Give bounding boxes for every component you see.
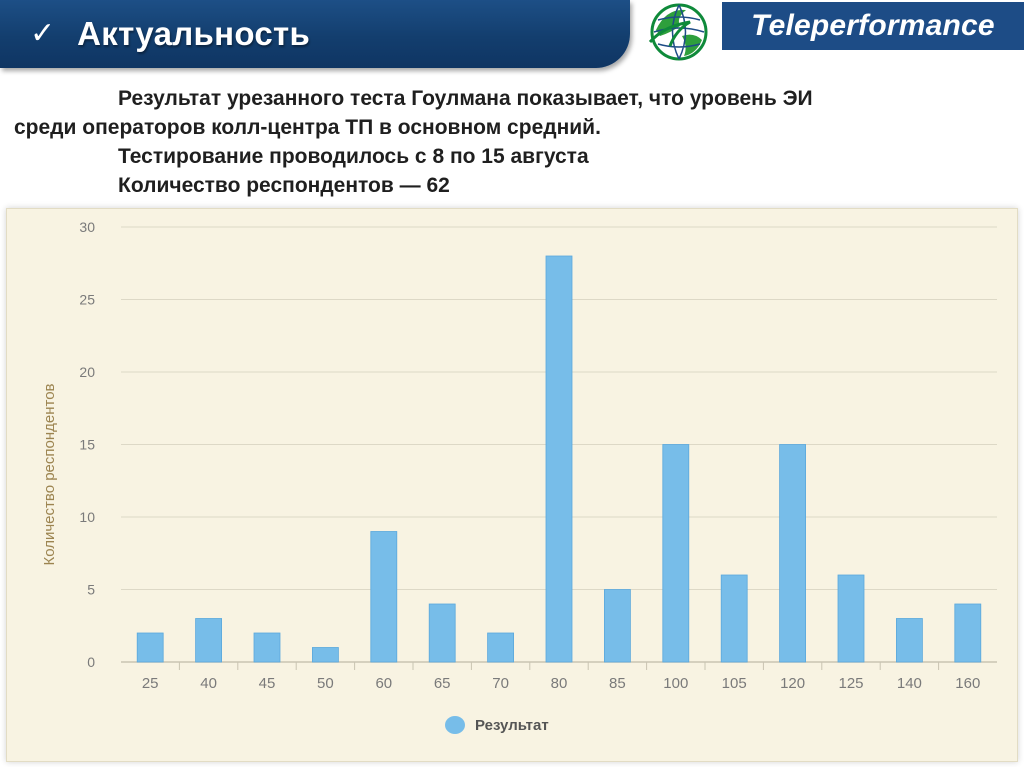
intro-line-4: Количество респондентов — 62	[118, 174, 450, 197]
bar-50	[311, 647, 339, 663]
bar-105	[720, 574, 748, 663]
x-tick-label: 160	[955, 675, 980, 692]
x-tick-label: 105	[722, 675, 747, 692]
checkmark-icon: ✓	[30, 16, 56, 51]
intro-text: Результат урезанного теста Гоулмана пока…	[14, 84, 1014, 200]
bar-40	[195, 618, 223, 663]
x-tick-label: 65	[434, 675, 451, 692]
y-tick-label: 20	[79, 364, 95, 380]
x-tick-label: 120	[780, 675, 805, 692]
x-tick-label: 125	[838, 675, 863, 692]
y-tick-label: 15	[79, 437, 95, 453]
intro-line-3: Тестирование проводилось с 8 по 15 авгус…	[118, 145, 589, 168]
slide-title: Актуальность	[77, 15, 311, 52]
intro-line-1: Результат урезанного теста Гоулмана пока…	[118, 87, 813, 110]
x-tick-label: 70	[492, 675, 509, 692]
x-tick-label: 80	[551, 675, 568, 692]
bar-60	[370, 531, 398, 663]
y-axis-label: Количество респондентов	[41, 383, 58, 565]
title-bar: ✓ Актуальность	[0, 0, 630, 68]
bar-80	[545, 255, 573, 663]
intro-line-2: среди операторов колл-центра ТП в основн…	[14, 116, 601, 139]
bar-140	[896, 618, 923, 663]
bar-chart: 0 5 10 15 20 25 30 Количество респондентов 25 40 4…	[41, 219, 997, 734]
y-tick-label: 5	[87, 582, 95, 598]
x-tick-label: 45	[259, 675, 276, 692]
x-tick-label: 100	[663, 675, 688, 692]
y-tick-label: 10	[79, 509, 95, 525]
x-tick-label: 25	[142, 675, 159, 692]
bar-85	[604, 589, 631, 663]
y-tick-label: 0	[87, 654, 95, 670]
company-logo: Teleperformance	[722, 2, 1024, 50]
x-tick-label: 50	[317, 675, 334, 692]
x-tick-label: 40	[200, 675, 217, 692]
logo-text: Teleperformance	[751, 9, 995, 42]
y-tick-label: 25	[79, 292, 95, 308]
globe-icon	[648, 3, 708, 61]
chart-panel: 0 5 10 15 20 25 30 Количество респондентов 25 40 4…	[6, 208, 1018, 762]
bar-25	[136, 632, 164, 663]
bar-45	[253, 632, 281, 663]
legend-label: Результат	[475, 717, 549, 734]
x-tick-label: 85	[609, 675, 626, 692]
bar-100	[662, 444, 690, 663]
bar-70	[487, 632, 515, 663]
bar-125	[837, 574, 865, 663]
y-tick-label: 30	[79, 219, 95, 235]
bar-160	[954, 603, 982, 663]
bar-65	[428, 603, 456, 663]
x-tick-label: 140	[897, 675, 922, 692]
legend-marker	[445, 716, 465, 734]
bar-120	[779, 444, 806, 663]
x-tick-label: 60	[375, 675, 392, 692]
